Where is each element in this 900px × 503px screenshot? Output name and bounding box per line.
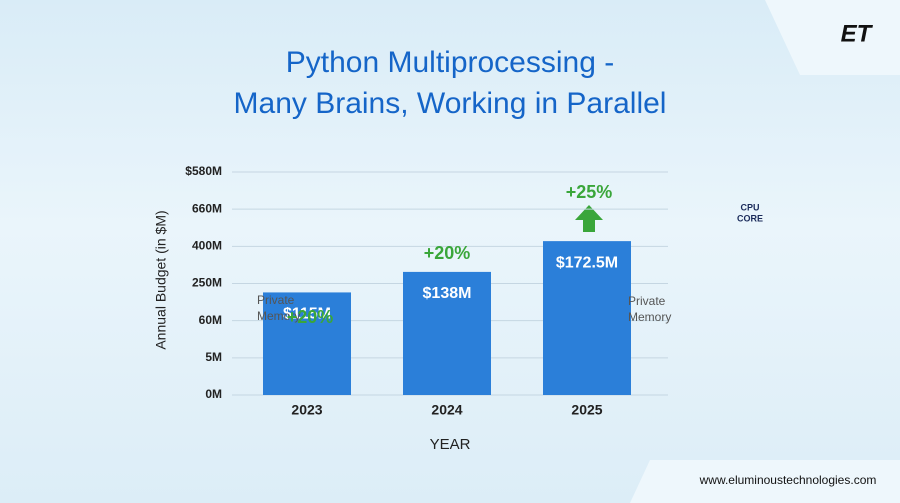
growth-label: +20% <box>424 243 471 263</box>
y-tick-label: 5M <box>205 350 222 364</box>
y-tick-label: 0M <box>205 387 222 401</box>
y-tick-label: 60M <box>199 313 222 327</box>
bar <box>263 292 351 395</box>
website: www.eluminoustechnologies.com <box>699 473 877 487</box>
note: Private <box>257 293 295 307</box>
up-arrow <box>575 205 603 232</box>
note: CPU <box>740 202 759 212</box>
note: Memory <box>257 309 300 323</box>
bar <box>403 271 491 395</box>
footer-panel <box>630 460 900 503</box>
bar <box>543 241 631 395</box>
y-axis-title: Annual Budget (in $M) <box>153 210 169 349</box>
value-label: $138M <box>423 285 472 302</box>
logo: ET <box>841 20 874 47</box>
chart-title: Many Brains, Working in Parallel <box>234 87 667 120</box>
value-label: $115M <box>283 306 331 323</box>
x-tick-label: 2025 <box>571 402 602 418</box>
note: CORE <box>737 213 763 223</box>
corner-panel <box>765 0 900 75</box>
note: Private <box>628 294 666 308</box>
growth-label: +20% <box>287 307 334 327</box>
y-tick-label: 660M <box>192 201 222 215</box>
x-axis-title: YEAR <box>430 436 471 453</box>
y-tick-label: 250M <box>192 276 222 290</box>
note: Memory <box>628 310 671 324</box>
x-tick-label: 2023 <box>291 402 322 418</box>
x-tick-label: 2024 <box>431 402 462 418</box>
y-tick-label: 400M <box>192 239 222 253</box>
value-label: $172.5M <box>556 254 618 271</box>
chart-title: Python Multiprocessing - <box>286 46 614 79</box>
y-tick-label: $580M <box>185 164 222 178</box>
growth-label: +25% <box>566 182 613 202</box>
